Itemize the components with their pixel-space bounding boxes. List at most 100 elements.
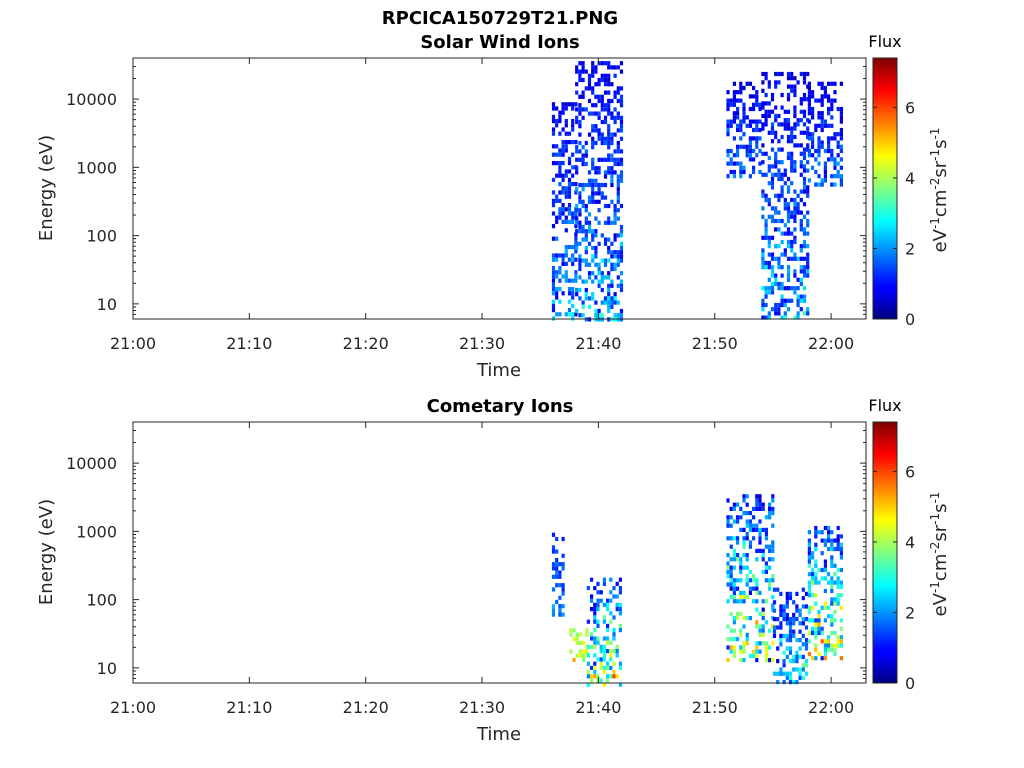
heatmap-cell	[823, 588, 827, 594]
heatmap-cell	[786, 71, 791, 77]
heatmap-cell	[613, 149, 617, 154]
heatmap-cell	[752, 85, 756, 91]
heatmap-cell	[574, 249, 578, 254]
heatmap-cell	[748, 136, 752, 141]
heatmap-cell	[596, 623, 600, 628]
heatmap-cell	[785, 654, 789, 659]
heatmap-cell	[597, 98, 601, 104]
heatmap-cell	[603, 262, 608, 267]
heatmap-cell	[613, 216, 617, 221]
heatmap-cell	[770, 206, 775, 211]
heatmap-cell	[823, 538, 827, 543]
heatmap-cell	[807, 559, 811, 564]
heatmap-cell	[814, 534, 818, 539]
heatmap-cell	[779, 608, 783, 613]
heatmap-cell	[752, 527, 756, 532]
heatmap-cell	[594, 94, 598, 99]
heatmap-cell	[830, 614, 834, 619]
heatmap-cell	[736, 586, 740, 591]
heatmap-cell	[764, 227, 768, 232]
heatmap-cell	[561, 553, 565, 558]
heatmap-cell	[774, 84, 778, 89]
heatmap-cell	[752, 574, 756, 579]
heatmap-cell	[833, 90, 837, 95]
heatmap-cell	[567, 211, 572, 216]
heatmap-cell	[726, 536, 730, 541]
heatmap-cell	[752, 148, 756, 154]
heatmap-cell	[820, 115, 824, 120]
heatmap-cell	[567, 161, 572, 166]
heatmap-cell	[597, 128, 601, 133]
heatmap-cell	[830, 563, 834, 568]
heatmap-cell	[786, 214, 791, 219]
heatmap-cell	[591, 65, 595, 70]
heatmap-cell	[764, 561, 768, 566]
heatmap-cell	[739, 123, 743, 128]
heatmap-cell	[761, 286, 765, 291]
heatmap-cell	[564, 106, 568, 111]
heatmap-cell	[736, 502, 740, 507]
heatmap-cell	[551, 114, 556, 119]
heatmap-cell	[798, 654, 802, 659]
heatmap-cell	[790, 286, 794, 291]
heatmap-cell	[551, 152, 556, 157]
heatmap-cell	[820, 639, 824, 644]
heatmap-cell	[575, 170, 579, 175]
heatmap-cell	[591, 229, 595, 234]
heatmap-cell	[827, 580, 831, 585]
heatmap-cell	[571, 261, 575, 266]
heatmap-cell	[619, 124, 624, 129]
heatmap-cell	[558, 270, 562, 275]
heatmap-cell	[764, 599, 768, 604]
heatmap-cell	[777, 71, 781, 77]
heatmap-cell	[736, 98, 740, 103]
heatmap-cell	[597, 170, 601, 175]
heatmap-cell	[567, 182, 572, 187]
heatmap-cell	[802, 164, 807, 169]
heatmap-cell	[807, 639, 811, 644]
heatmap-cell	[551, 308, 556, 313]
heatmap-cell	[801, 617, 805, 622]
heatmap-cell	[575, 90, 579, 95]
heatmap-cell	[591, 237, 595, 242]
heatmap-cell	[817, 530, 821, 535]
heatmap-cell	[771, 658, 775, 663]
heatmap-cell	[732, 653, 736, 658]
heatmap-cell	[833, 157, 837, 162]
heatmap-cell	[820, 119, 824, 124]
heatmap-cell	[742, 645, 746, 650]
heatmap-cell	[561, 219, 565, 224]
heatmap-cell	[575, 308, 579, 314]
plot-area	[133, 422, 866, 683]
heatmap-cell	[755, 645, 759, 650]
heatmap-cell	[764, 113, 768, 119]
heatmap-cell	[802, 92, 807, 98]
heatmap-cell	[571, 278, 575, 283]
heatmap-cell	[732, 98, 736, 103]
heatmap-cell	[793, 206, 797, 211]
heatmap-cell	[823, 647, 827, 652]
heatmap-cell	[788, 650, 793, 655]
heatmap-cell	[736, 536, 740, 541]
heatmap-cell	[578, 61, 582, 66]
heatmap-cell	[745, 578, 749, 583]
heatmap-cell	[793, 122, 797, 127]
heatmap-cell	[802, 202, 807, 207]
heatmap-cell	[607, 250, 611, 255]
heatmap-cell	[796, 315, 800, 320]
heatmap-cell	[761, 151, 765, 156]
heatmap-cell	[820, 85, 824, 91]
heatmap-cell	[609, 611, 613, 616]
heatmap-cell	[551, 266, 556, 271]
heatmap-cell	[804, 671, 809, 676]
heatmap-cell	[807, 580, 811, 585]
heatmap-cell	[616, 178, 620, 183]
heatmap-cell	[761, 172, 765, 177]
heatmap-cell	[607, 65, 611, 70]
heatmap-cell	[758, 169, 762, 175]
heatmap-cell	[807, 132, 811, 137]
heatmap-cell	[807, 572, 811, 577]
heatmap-cell	[814, 169, 818, 175]
heatmap-cell	[569, 628, 573, 633]
heatmap-cell	[613, 292, 617, 297]
